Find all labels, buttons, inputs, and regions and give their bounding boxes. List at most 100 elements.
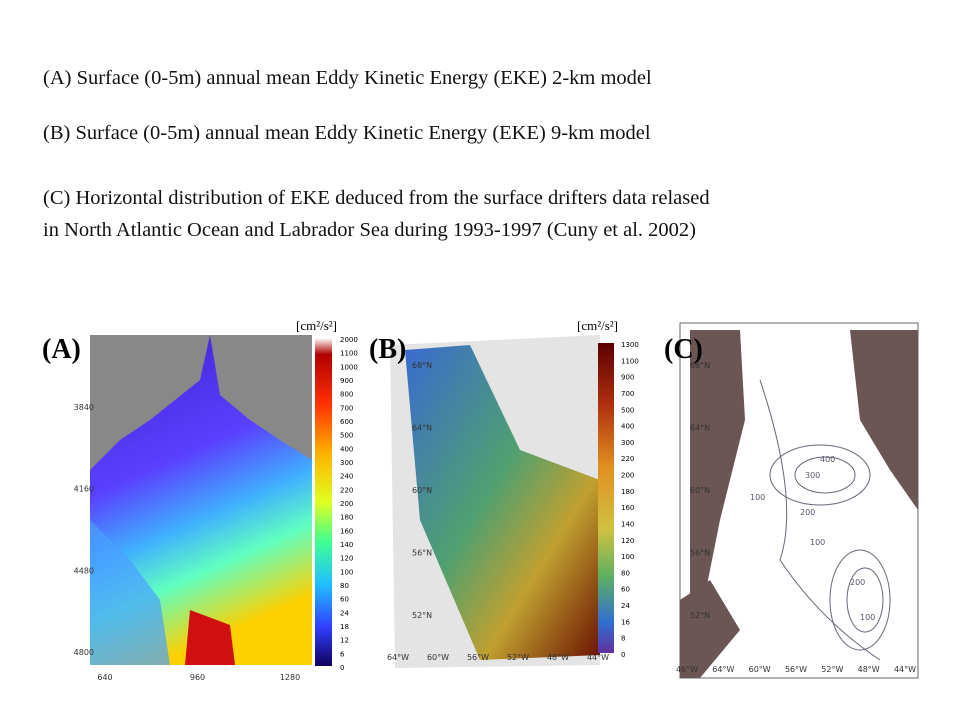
caption: (B) Surface (0-5m) annual mean Eddy Kine… xyxy=(43,117,651,149)
x-label: 48°W xyxy=(858,665,880,674)
sea-shade xyxy=(185,610,235,665)
y-label: 52°N xyxy=(690,611,710,620)
y-label: 64°N xyxy=(412,424,432,433)
colorbar-label: 8 xyxy=(621,635,625,643)
sea xyxy=(405,345,600,660)
colorbar-label: 1000 xyxy=(340,363,358,371)
colorbar-label: 400 xyxy=(621,423,634,431)
colorbar-label: 500 xyxy=(621,406,634,414)
x-label: 60°W xyxy=(427,653,449,662)
colorbar-label: 1100 xyxy=(621,357,639,365)
colorbar-label: 2000 xyxy=(340,336,358,344)
colorbar-label: 16 xyxy=(621,618,630,626)
colorbar-label: 200 xyxy=(621,472,634,480)
colorbar-label: 220 xyxy=(340,486,353,494)
unit-label: [cm²/s²] xyxy=(296,318,337,333)
contours xyxy=(759,379,891,661)
colorbar-label: 120 xyxy=(621,537,634,545)
colorbar-label: 0 xyxy=(621,651,625,659)
colorbar-label: 140 xyxy=(621,520,634,528)
caption-line: (C) Horizontal distribution of EKE deduc… xyxy=(43,187,710,209)
colorbar-label: 200 xyxy=(340,500,353,508)
colorbar-label: 24 xyxy=(621,602,630,610)
colorbar-label: 800 xyxy=(340,391,353,399)
x-label: 44°W xyxy=(894,665,916,674)
x-label: 46°W xyxy=(676,665,698,674)
colorbar-label: 240 xyxy=(340,473,353,481)
panel-label: (B) xyxy=(369,334,406,365)
colorbar-label: 1300 xyxy=(621,341,639,349)
colorbar-label: 80 xyxy=(340,582,349,590)
caption: (A) Surface (0-5m) annual mean Eddy Kine… xyxy=(43,62,652,94)
colorbar-label: 900 xyxy=(621,374,634,382)
x-label: 640 xyxy=(97,673,112,682)
colorbar-label: 180 xyxy=(621,488,634,496)
colorbar-label: 12 xyxy=(340,637,349,645)
colorbar-label: 80 xyxy=(621,569,630,577)
caption-line: (A) Surface (0-5m) annual mean Eddy Kine… xyxy=(43,67,652,89)
contour-label: 400 xyxy=(820,455,835,464)
colorbar-label: 160 xyxy=(340,527,353,535)
colorbar-label: 180 xyxy=(340,514,353,522)
y-label: 60°N xyxy=(690,486,710,495)
caption: (C) Horizontal distribution of EKE deduc… xyxy=(43,182,710,246)
y-label: 64°N xyxy=(690,424,710,433)
y-label: 68°N xyxy=(690,361,710,370)
colorbar-label: 220 xyxy=(621,455,634,463)
colorbar-label: 700 xyxy=(340,404,353,412)
x-label: 44°W xyxy=(587,653,609,662)
y-label: 4160 xyxy=(74,485,94,494)
colorbar-label: 100 xyxy=(621,553,634,561)
y-label: 60°N xyxy=(412,486,432,495)
contour-label: 200 xyxy=(800,508,815,517)
colorbar-label: 140 xyxy=(340,541,353,549)
colorbar-label: 160 xyxy=(621,504,634,512)
caption-line: (B) Surface (0-5m) annual mean Eddy Kine… xyxy=(43,122,651,144)
land xyxy=(850,330,918,510)
colorbar-label: 24 xyxy=(340,609,349,617)
colorbar-label: 120 xyxy=(340,555,353,563)
y-label: 68°N xyxy=(412,361,432,370)
y-label: 56°N xyxy=(412,549,432,558)
x-label: 960 xyxy=(190,673,205,682)
contour-label: 100 xyxy=(750,493,765,502)
colorbar-label: 18 xyxy=(340,623,349,631)
panel-label: (A) xyxy=(42,334,81,365)
y-label: 4800 xyxy=(74,648,94,657)
caption-line: in North Atlantic Ocean and Labrador Sea… xyxy=(43,219,696,241)
contour-label: 200 xyxy=(850,578,865,587)
colorbar-label: 300 xyxy=(621,439,634,447)
y-label: 4480 xyxy=(74,566,94,575)
land xyxy=(680,580,740,678)
contour-label: 300 xyxy=(805,471,820,480)
x-label: 64°W xyxy=(387,653,409,662)
y-label: 56°N xyxy=(690,549,710,558)
colorbar xyxy=(315,338,332,666)
colorbar-label: 60 xyxy=(340,596,349,604)
land xyxy=(690,330,745,640)
colorbar-label: 900 xyxy=(340,377,353,385)
colorbar-label: 700 xyxy=(621,390,634,398)
x-label: 48°W xyxy=(547,653,569,662)
colorbar-label: 6 xyxy=(340,650,345,658)
land xyxy=(210,335,312,460)
y-label: 52°N xyxy=(412,611,432,620)
x-label: 56°W xyxy=(467,653,489,662)
x-label: 52°W xyxy=(821,665,843,674)
colorbar-label: 0 xyxy=(340,664,344,672)
unit-label: [cm²/s²] xyxy=(577,318,618,333)
x-label: 60°W xyxy=(749,665,771,674)
colorbar-label: 100 xyxy=(340,568,353,576)
x-label: 56°W xyxy=(785,665,807,674)
y-label: 3840 xyxy=(74,403,94,412)
colorbar-label: 300 xyxy=(340,459,353,467)
colorbar-label: 60 xyxy=(621,586,630,594)
x-label: 52°W xyxy=(507,653,529,662)
land xyxy=(90,335,210,470)
colorbar xyxy=(598,343,614,653)
colorbar-label: 500 xyxy=(340,432,353,440)
contour-label: 100 xyxy=(810,538,825,547)
colorbar-label: 600 xyxy=(340,418,353,426)
